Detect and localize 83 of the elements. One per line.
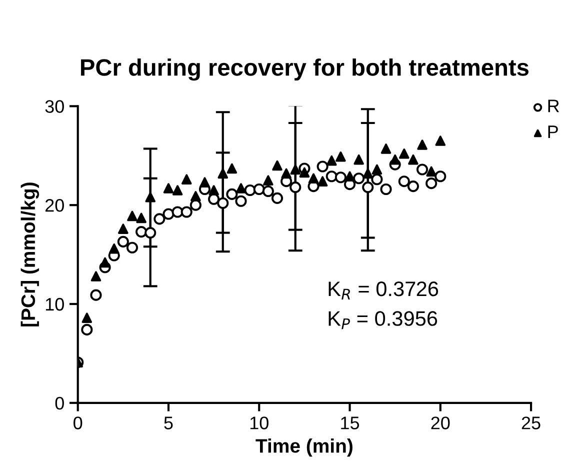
x-axis-title: Time (min) xyxy=(256,438,352,457)
point xyxy=(136,226,148,238)
point xyxy=(117,236,129,248)
point xyxy=(317,176,328,186)
point xyxy=(426,178,438,190)
point xyxy=(262,185,274,198)
point xyxy=(127,210,138,222)
point xyxy=(326,170,338,182)
point xyxy=(162,208,174,220)
point xyxy=(417,140,428,150)
point xyxy=(145,192,156,202)
point xyxy=(281,168,292,179)
point xyxy=(81,324,93,336)
point xyxy=(326,155,337,166)
point xyxy=(108,243,120,254)
point xyxy=(299,167,310,178)
point xyxy=(290,181,302,194)
point xyxy=(100,257,110,268)
chart-title: PCr during recovery for both treatments xyxy=(81,58,528,81)
point xyxy=(190,191,201,202)
point xyxy=(218,168,228,179)
point xyxy=(226,163,238,174)
x-tick-label: 20 xyxy=(431,416,450,430)
point xyxy=(362,168,374,179)
annotation: K$_{R}$ = 0.3726 xyxy=(328,281,438,300)
point xyxy=(408,154,418,165)
point xyxy=(154,213,166,225)
point xyxy=(181,174,192,185)
point xyxy=(126,242,138,254)
x-tick-label: 10 xyxy=(250,416,268,430)
point xyxy=(354,154,364,165)
point xyxy=(136,212,146,224)
annotation: K$_{P}$ = 0.3956 xyxy=(328,311,438,330)
point xyxy=(426,166,436,177)
point xyxy=(308,173,319,184)
y-tick-label: 20 xyxy=(45,199,64,212)
point xyxy=(336,151,346,162)
y-tick-label: 30 xyxy=(45,100,64,113)
point xyxy=(372,164,382,175)
point xyxy=(236,183,246,194)
point xyxy=(399,148,410,159)
point xyxy=(180,206,192,218)
point xyxy=(253,183,265,196)
point xyxy=(90,271,102,282)
x-tick-label: 25 xyxy=(522,416,540,430)
point xyxy=(272,160,282,171)
point xyxy=(407,180,419,192)
y-tick-label: 0 xyxy=(55,396,64,410)
legend-label: R xyxy=(548,100,560,112)
point xyxy=(90,289,102,301)
point xyxy=(144,226,156,239)
point xyxy=(82,312,92,323)
point xyxy=(371,174,383,186)
point xyxy=(263,175,274,186)
y-tick-label: 10 xyxy=(46,298,64,311)
x-tick-label: 5 xyxy=(164,416,173,430)
point xyxy=(217,197,229,209)
x-tick-label: 15 xyxy=(341,416,360,430)
point xyxy=(316,160,328,172)
point xyxy=(353,172,365,184)
point xyxy=(434,170,446,182)
point xyxy=(380,183,392,196)
point xyxy=(416,164,428,176)
x-tick-label: 0 xyxy=(74,416,82,430)
point xyxy=(390,154,400,165)
point xyxy=(344,171,355,182)
point xyxy=(200,177,210,188)
point xyxy=(163,183,174,194)
point xyxy=(118,224,128,234)
legend-label: P xyxy=(548,126,558,138)
point xyxy=(226,188,238,200)
point xyxy=(208,185,219,196)
point xyxy=(362,181,374,194)
y-axis-title: [PCr] (mmol/kg) xyxy=(20,182,40,326)
point xyxy=(172,185,183,196)
point xyxy=(290,164,301,175)
point xyxy=(398,176,410,188)
point xyxy=(172,206,184,218)
point xyxy=(380,144,392,154)
point xyxy=(334,172,346,184)
point xyxy=(435,136,446,146)
point xyxy=(271,192,284,204)
point xyxy=(235,195,247,207)
